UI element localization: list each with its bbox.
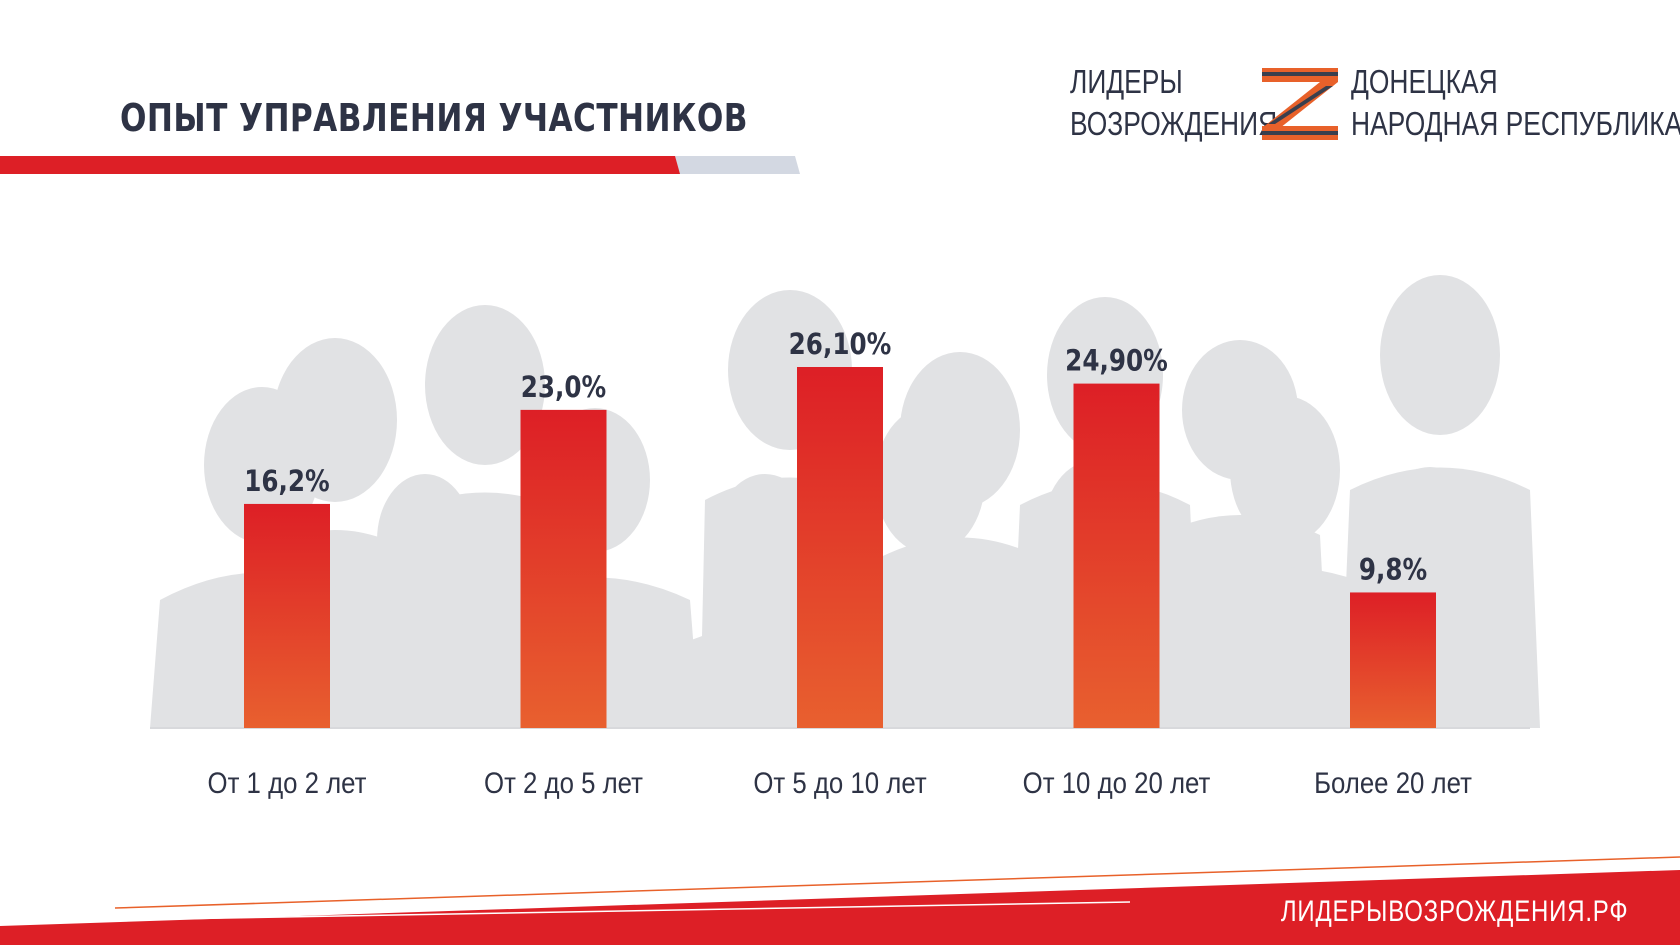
category-label-5: Более 20 лет <box>1314 766 1472 799</box>
z-ribbon-icon <box>1262 68 1338 140</box>
logo-text-line1: ЛИДЕРЫ <box>1070 63 1183 100</box>
bar-1 <box>244 503 330 728</box>
value-label-1: 16,2% <box>244 465 330 498</box>
bar-4 <box>1073 383 1160 728</box>
category-label-2: От 2 до 5 лет <box>484 766 643 799</box>
logo-text-line2: ВОЗРОЖДЕНИЯ <box>1070 105 1278 142</box>
bar-2 <box>520 409 607 728</box>
value-label-5: 9,8% <box>1359 554 1427 587</box>
category-label-3: От 5 до 10 лет <box>753 766 926 799</box>
footer-stripe <box>0 856 1680 945</box>
bar-3 <box>797 367 883 728</box>
logo-text-line4: НАРОДНАЯ РЕСПУБЛИКА <box>1351 105 1680 142</box>
bar-5 <box>1350 592 1436 728</box>
title-underline-stripe <box>0 156 800 174</box>
website-link[interactable]: ЛИДЕРЫВОЗРОЖДЕНИЯ.РФ <box>1280 895 1628 928</box>
logo: ЛИДЕРЫ ВОЗРОЖДЕНИЯ ДОНЕЦКАЯ НАРОДНАЯ РЕС… <box>1068 60 1680 150</box>
value-label-4: 24,90% <box>1065 345 1168 378</box>
value-label-2: 23,0% <box>521 371 607 404</box>
category-label-4: От 10 до 20 лет <box>1023 766 1211 799</box>
page-title: ОПЫТ УПРАВЛЕНИЯ УЧАСТНИКОВ <box>120 96 748 140</box>
category-label-1: От 1 до 2 лет <box>208 766 367 799</box>
value-label-3: 26,10% <box>789 328 892 361</box>
logo-text-line3: ДОНЕЦКАЯ <box>1351 63 1498 100</box>
